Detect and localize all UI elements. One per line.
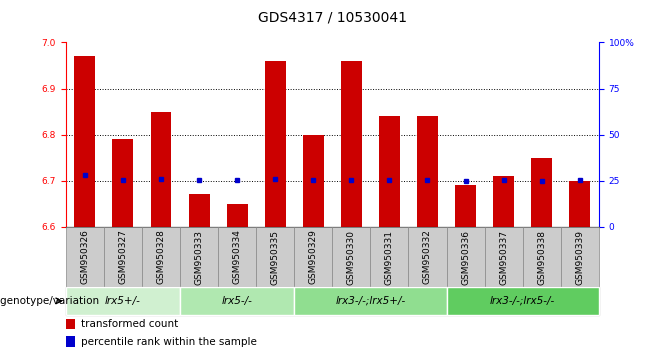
Text: GSM950334: GSM950334 (233, 230, 241, 285)
Text: GSM950338: GSM950338 (537, 230, 546, 285)
Bar (218, 227, 256, 287)
Text: GSM950332: GSM950332 (423, 230, 432, 285)
Text: lrx5-/-: lrx5-/- (222, 296, 253, 306)
Bar (341, 61, 362, 227)
Text: GSM950336: GSM950336 (461, 230, 470, 285)
Bar (189, 194, 209, 227)
Text: GDS4317 / 10530041: GDS4317 / 10530041 (258, 11, 407, 25)
Bar (447, 287, 599, 315)
Bar (66, 336, 76, 347)
Text: GSM950330: GSM950330 (347, 230, 356, 285)
Bar (569, 181, 590, 227)
Text: lrx5+/-: lrx5+/- (105, 296, 141, 306)
Bar (256, 227, 294, 287)
Bar (226, 204, 247, 227)
Text: GSM950328: GSM950328 (157, 230, 165, 285)
Bar (142, 227, 180, 287)
Text: lrx3-/-;lrx5+/-: lrx3-/-;lrx5+/- (335, 296, 405, 306)
Bar (180, 227, 218, 287)
Text: GSM950335: GSM950335 (270, 230, 280, 285)
Text: lrx3-/-;lrx5-/-: lrx3-/-;lrx5-/- (490, 296, 555, 306)
Text: GSM950326: GSM950326 (80, 230, 89, 285)
Bar (531, 158, 552, 227)
Bar (379, 116, 400, 227)
Bar (74, 56, 95, 227)
Bar (493, 176, 514, 227)
Bar (561, 227, 599, 287)
Bar (409, 227, 447, 287)
Bar (66, 287, 180, 315)
Text: transformed count: transformed count (81, 319, 178, 329)
Bar (66, 319, 76, 329)
Bar (447, 227, 484, 287)
Text: GSM950337: GSM950337 (499, 230, 508, 285)
Bar (484, 227, 522, 287)
Bar (417, 116, 438, 227)
Bar (294, 227, 332, 287)
Bar (151, 112, 172, 227)
Text: GSM950339: GSM950339 (575, 230, 584, 285)
Text: genotype/variation: genotype/variation (0, 296, 103, 306)
Text: GSM950333: GSM950333 (195, 230, 203, 285)
Text: percentile rank within the sample: percentile rank within the sample (81, 337, 257, 347)
Bar (104, 227, 142, 287)
Bar (303, 135, 324, 227)
Text: GSM950329: GSM950329 (309, 230, 318, 285)
Bar (294, 287, 447, 315)
Bar (522, 227, 561, 287)
Bar (370, 227, 409, 287)
Bar (332, 227, 370, 287)
Text: GSM950327: GSM950327 (118, 230, 128, 285)
Bar (265, 61, 286, 227)
Bar (455, 185, 476, 227)
Bar (113, 139, 134, 227)
Bar (66, 227, 104, 287)
Text: GSM950331: GSM950331 (385, 230, 394, 285)
Bar (180, 287, 294, 315)
